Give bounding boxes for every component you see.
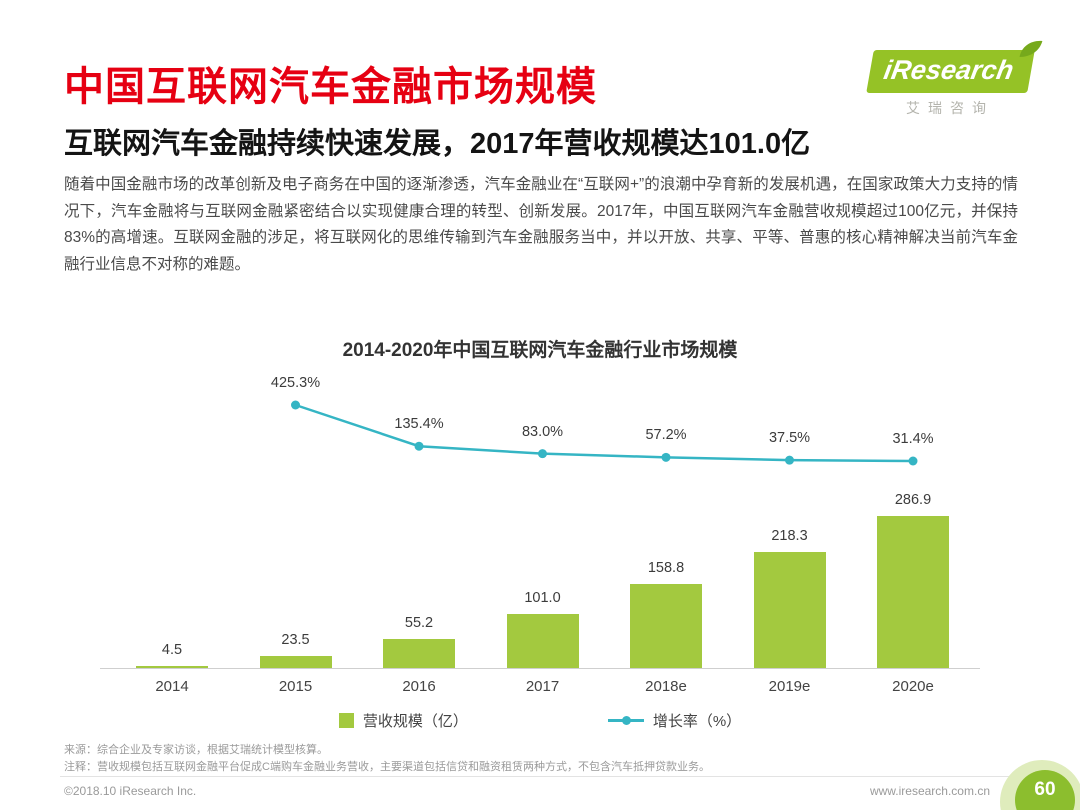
x-axis-label: 2018e — [645, 678, 687, 695]
bar-2018e — [630, 583, 702, 668]
chart-title: 2014-2020年中国互联网汽车金融行业市场规模 — [342, 340, 738, 361]
x-axis-label: 2020e — [892, 678, 934, 695]
bar-2016 — [383, 638, 455, 668]
chart-legend: 营收规模（亿） 增长率（%） — [0, 710, 1080, 731]
legend-revenue-label: 营收规模（亿） — [362, 713, 468, 730]
page-number-badge: 60 — [1015, 770, 1075, 810]
summary-paragraph: 随着中国金融市场的改革创新及电子商务在中国的逐渐渗透，汽车金融业在“互联网+”的… — [64, 176, 1018, 273]
rate-value-label: 83.0% — [521, 423, 564, 440]
bar-2014 — [136, 665, 208, 668]
legend-growth: 增长率（%） — [607, 710, 742, 731]
report-subtitle: 互联网汽车金融持续快速发展，2017年营收规模达101.0亿 — [64, 128, 811, 160]
chart-area: 4.5 2014 23.5 2015 425.3% 55.2 2016 135.4% 101.0… — [0, 370, 1080, 700]
leaf-icon — [1019, 40, 1043, 57]
bar-2015 — [259, 655, 332, 668]
logo-banner: iResearch — [866, 40, 1043, 93]
bar-value-label: 286.9 — [894, 492, 932, 508]
x-axis-label: 2019e — [768, 678, 811, 695]
page-number: 60 — [1034, 779, 1056, 800]
bar-value-label: 218.3 — [771, 528, 808, 545]
growth-line-chart — [291, 400, 918, 466]
source-note: 来源：综合企业及专家访谈，根据艾瑞统计模型核算。 — [64, 744, 328, 756]
iresearch-logo: iResearch 艾瑞咨询 — [866, 40, 1043, 118]
bar-2020e — [877, 516, 949, 668]
legend-growth-label: 增长率（%） — [652, 713, 742, 730]
rate-value-label: 425.3% — [270, 375, 321, 391]
x-axis-line — [100, 668, 980, 669]
x-axis-label: 2014 — [155, 678, 189, 695]
logo-chinese-text: 艾瑞咨询 — [906, 100, 994, 116]
rate-value-label: 57.2% — [645, 427, 687, 444]
website-link[interactable]: www.iresearch.com.cn — [869, 784, 990, 798]
x-axis-label: 2015 — [278, 678, 313, 695]
footer-divider — [60, 776, 1020, 777]
legend-revenue: 营收规模（亿） — [338, 710, 468, 731]
bar-value-label: 55.2 — [404, 614, 434, 631]
method-note: 注释：营收规模包括互联网金融平台促成C端购车金融业务营收，主要渠道包括信贷和融资… — [64, 760, 710, 773]
rate-value-label: 135.4% — [394, 416, 444, 433]
logo-text: iResearch — [881, 55, 1017, 85]
copyright-text: ©2018.10 iResearch Inc. — [64, 784, 197, 798]
bar-value-label: 23.5 — [281, 631, 310, 648]
page-title: 中国互联网汽车金融市场规模 — [64, 65, 597, 109]
x-axis-label: 2017 — [525, 678, 560, 695]
growth-line-icon — [607, 716, 644, 725]
bar-value-label: 101.0 — [524, 590, 561, 607]
rate-value-label: 31.4% — [892, 431, 934, 447]
footnotes: 来源：综合企业及专家访谈，根据艾瑞统计模型核算。 注释：营收规模包括互联网金融平… — [64, 742, 710, 775]
bar-value-label: 158.8 — [647, 559, 685, 576]
bar-2019e — [753, 552, 826, 668]
revenue-swatch-icon — [338, 713, 354, 728]
bar-2017 — [506, 614, 579, 668]
rate-value-label: 37.5% — [768, 430, 811, 447]
x-axis-label: 2016 — [402, 678, 436, 695]
bar-value-label: 4.5 — [161, 641, 183, 658]
